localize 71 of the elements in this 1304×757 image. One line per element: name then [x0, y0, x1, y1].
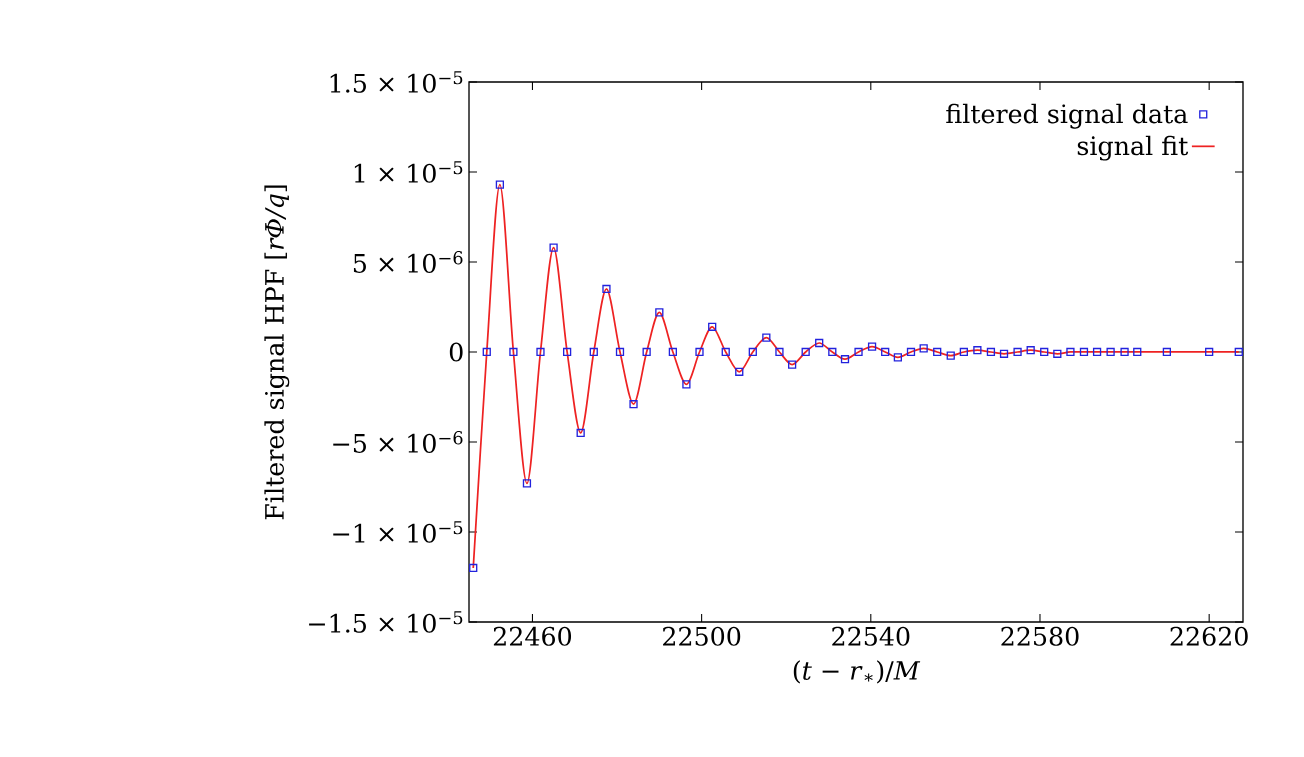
point [642, 347, 651, 357]
y-tick-label: 1 × 10$^{−5}$ [354, 161, 463, 183]
point [919, 344, 928, 353]
point [906, 347, 916, 357]
point [854, 347, 863, 357]
point [1040, 347, 1049, 357]
legend-label: filtered signal data [946, 103, 1188, 129]
point [1079, 347, 1089, 357]
point [1026, 346, 1035, 355]
point [509, 347, 518, 357]
y-tick-label: 0 [449, 342, 463, 362]
point [840, 355, 850, 364]
point [933, 347, 942, 357]
point [522, 479, 532, 488]
x-tick-label: 22620 [1170, 626, 1248, 646]
point [1106, 347, 1115, 357]
y-axis-title: Filtered signal HPF [rΦ/q] [264, 185, 290, 520]
point [881, 347, 890, 357]
point [1133, 347, 1142, 357]
point [1013, 347, 1022, 357]
point [788, 360, 797, 369]
point [615, 347, 625, 357]
y-tick-label: 5 × 10$^{−6}$ [353, 251, 463, 273]
point [1234, 347, 1243, 357]
point [695, 347, 704, 357]
x-axis-title: (t − r$_{∗}$)/M [793, 660, 921, 684]
y-tick-label: 1.5 × 10$^{−5}$ [330, 71, 463, 93]
point [946, 351, 955, 360]
point [495, 180, 505, 189]
point [1053, 349, 1062, 358]
point [1162, 347, 1171, 357]
point [562, 347, 572, 357]
point [999, 349, 1009, 358]
point [973, 346, 982, 355]
y-tick-label: −1.5 × 10$^{−5}$ [309, 611, 463, 633]
x-tick-label: 22540 [832, 626, 910, 646]
y-tick-label: −5 × 10$^{−6}$ [333, 431, 463, 453]
point [815, 338, 824, 348]
point [589, 347, 598, 357]
point [1120, 347, 1129, 357]
point [1092, 347, 1102, 357]
point [1066, 347, 1075, 357]
point [735, 367, 744, 376]
point [748, 347, 757, 357]
point [668, 347, 677, 357]
point [629, 400, 638, 409]
point [682, 380, 691, 389]
point [1205, 347, 1214, 357]
point [576, 428, 585, 438]
point [801, 347, 810, 357]
point [959, 347, 968, 357]
point [828, 347, 837, 357]
x-tick-label: 22500 [663, 626, 741, 646]
point [536, 347, 545, 357]
y-tick-label: −1 × 10$^{−5}$ [333, 521, 463, 543]
point [986, 347, 996, 357]
point [482, 347, 491, 357]
legend-label: signal fit [1077, 135, 1189, 161]
point [655, 308, 664, 317]
x-tick-label: 22580 [1001, 626, 1079, 646]
x-tick-label: 22460 [493, 626, 572, 646]
point [867, 342, 877, 351]
point [602, 284, 611, 294]
point [721, 347, 730, 357]
point [708, 322, 717, 331]
point [549, 243, 558, 252]
point [762, 333, 771, 342]
point [775, 347, 784, 357]
point [893, 353, 903, 362]
point [469, 563, 478, 573]
line-series [472, 183, 1240, 569]
